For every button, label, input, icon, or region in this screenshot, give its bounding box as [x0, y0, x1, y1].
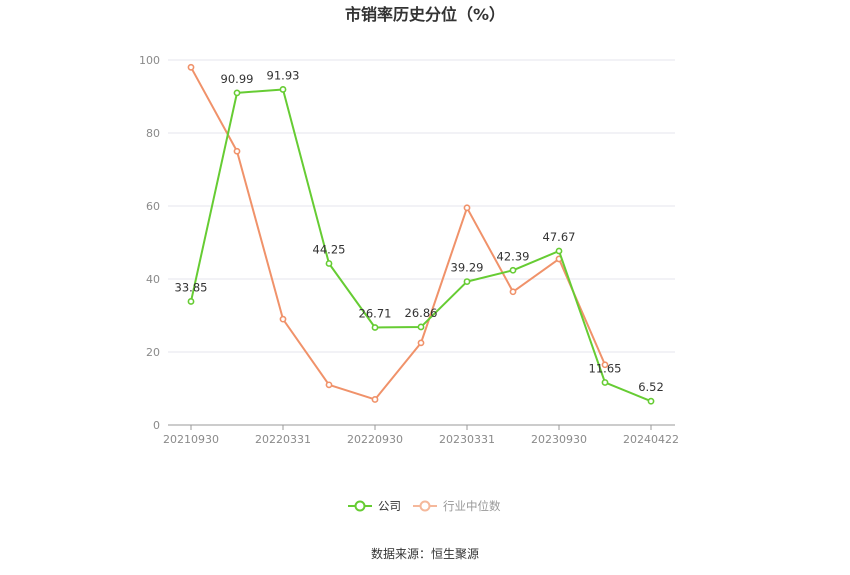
legend-item-company[interactable]: 公司 [348, 499, 401, 513]
data-label: 44.25 [313, 242, 346, 256]
data-point-company[interactable] [325, 260, 333, 267]
y-tick-label: 40 [146, 273, 160, 286]
legend-marker-industry-median [419, 500, 431, 512]
legend-label-company: 公司 [378, 499, 401, 513]
series-line-industry-median [190, 66, 606, 401]
legend: 公司 行业中位数 [348, 499, 501, 513]
data-label: 47.67 [543, 230, 576, 244]
x-tick-label: 20220930 [347, 433, 403, 446]
y-tick-label: 0 [153, 419, 160, 432]
y-axis: 0 20 40 60 80 100 [139, 54, 160, 432]
data-source: 数据来源：恒生聚源 [371, 546, 479, 561]
data-point-industry-median[interactable] [417, 339, 425, 347]
data-point-company[interactable] [187, 298, 195, 305]
x-tick-label: 20230930 [531, 433, 587, 446]
legend-marker-company [354, 500, 366, 512]
series-layer [187, 63, 655, 405]
data-point-industry-median[interactable] [463, 204, 471, 212]
x-axis: 20210930 20220331 20220930 20230331 20230930… [163, 424, 679, 446]
data-point-industry-median[interactable] [371, 396, 379, 403]
data-label: 11.65 [589, 361, 622, 375]
data-label: 33.85 [175, 280, 208, 294]
data-label: 6.52 [638, 380, 664, 394]
data-point-company[interactable] [279, 86, 287, 93]
data-point-company[interactable] [233, 89, 241, 97]
data-point-company[interactable] [371, 324, 379, 331]
data-point-company[interactable] [555, 247, 563, 255]
data-point-company[interactable] [647, 397, 655, 405]
legend-item-industry-median[interactable]: 行业中位数 [413, 499, 501, 513]
data-label: 91.93 [267, 68, 300, 82]
data-labels: 33.85 90.99 91.93 44.25 26.71 26.86 39.29 42.39… [175, 68, 664, 394]
data-point-company[interactable] [509, 266, 517, 274]
data-label: 42.39 [497, 249, 530, 263]
y-tick-label: 20 [146, 346, 160, 359]
data-point-industry-median[interactable] [279, 315, 287, 323]
x-tick-label: 20240422 [623, 433, 679, 446]
data-point-company[interactable] [601, 379, 609, 386]
series-line-company [190, 88, 652, 403]
data-label: 90.99 [221, 72, 254, 86]
y-tick-label: 80 [146, 127, 160, 140]
data-label: 26.71 [359, 307, 392, 321]
y-tick-label: 100 [139, 54, 160, 67]
data-label: 26.86 [405, 306, 438, 320]
data-label: 39.29 [451, 261, 484, 275]
data-point-industry-median[interactable] [325, 381, 333, 389]
x-tick-label: 20230331 [439, 433, 495, 446]
data-point-company[interactable] [463, 278, 471, 285]
chart-title: 市销率历史分位（%） [345, 5, 505, 24]
data-point-industry-median[interactable] [509, 288, 517, 296]
data-point-company[interactable] [417, 323, 425, 331]
x-tick-label: 20210930 [163, 433, 219, 446]
x-tick-label: 20220331 [255, 433, 311, 446]
data-point-industry-median[interactable] [233, 147, 241, 155]
data-point-industry-median[interactable] [187, 63, 195, 71]
y-tick-label: 60 [146, 200, 160, 213]
data-point-industry-median[interactable] [601, 361, 609, 369]
legend-label-industry-median: 行业中位数 [443, 499, 501, 513]
